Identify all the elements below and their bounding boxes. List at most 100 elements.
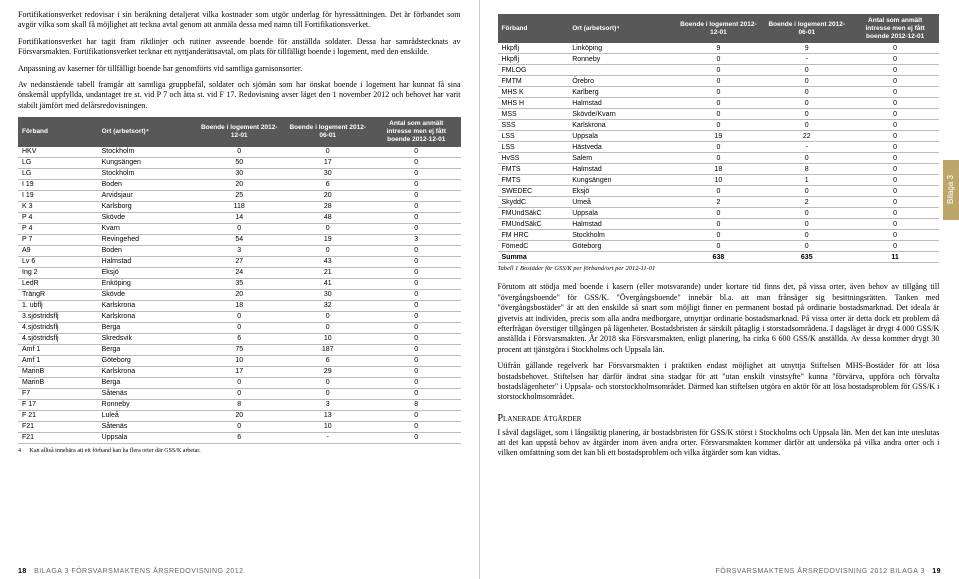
cell: FMTS bbox=[498, 164, 569, 175]
table-row: SkyddCUmeå220 bbox=[498, 197, 940, 208]
cell: Karlberg bbox=[568, 87, 674, 98]
cell: 2 bbox=[674, 197, 762, 208]
cell: 0 bbox=[674, 109, 762, 120]
cell: Skövde bbox=[98, 289, 195, 300]
cell: 6 bbox=[283, 355, 372, 366]
footnote-num: 4 bbox=[18, 448, 28, 454]
cell: Lv 6 bbox=[18, 256, 98, 267]
cell: 0 bbox=[674, 87, 762, 98]
th: Förband bbox=[498, 14, 569, 43]
cell: FMLOG bbox=[498, 65, 569, 76]
cell: 22 bbox=[763, 131, 851, 142]
cell: 30 bbox=[283, 168, 372, 179]
cell: 0 bbox=[372, 223, 461, 234]
cell: Karlskrona bbox=[98, 311, 195, 322]
footnote: 4 Kan alltså innebära att ett förband ka… bbox=[18, 448, 461, 454]
cell: 43 bbox=[283, 256, 372, 267]
cell: Stockholm bbox=[98, 168, 195, 179]
cell: FM HRC bbox=[498, 230, 569, 241]
cell: 0 bbox=[372, 333, 461, 344]
cell: 0 bbox=[851, 87, 939, 98]
table-row: LGStockholm30300 bbox=[18, 168, 461, 179]
cell: 29 bbox=[283, 366, 372, 377]
cell: F 17 bbox=[18, 399, 98, 410]
cell: 638 bbox=[674, 252, 762, 263]
left-footer: 18 BILAGA 3 FÖRSVARSMAKTENS ÅRSREDOVISNI… bbox=[18, 568, 244, 575]
cell: 0 bbox=[674, 76, 762, 87]
para: Fortifikationsverket redovisar i sin ber… bbox=[18, 10, 461, 31]
table-row: A9Boden300 bbox=[18, 245, 461, 256]
cell: Örebro bbox=[568, 76, 674, 87]
table-row: P 4Skövde14480 bbox=[18, 212, 461, 223]
left-table: Förband Ort (arbetsort)⁴ Boende i logeme… bbox=[18, 117, 461, 443]
cell: Luleå bbox=[98, 410, 195, 421]
table-row: FMLOG000 bbox=[498, 65, 940, 76]
table-row: SWEDECEksjö000 bbox=[498, 186, 940, 197]
cell: 32 bbox=[283, 300, 372, 311]
page-number: 19 bbox=[932, 568, 941, 575]
table-row: LSSHästveda0-0 bbox=[498, 142, 940, 153]
cell: 10 bbox=[195, 355, 284, 366]
cell: 28 bbox=[283, 201, 372, 212]
cell: 0 bbox=[674, 153, 762, 164]
th: Ort (arbetsort)⁴ bbox=[98, 117, 195, 146]
cell: 0 bbox=[372, 322, 461, 333]
para: Fortifikationsverket har tagit fram rikt… bbox=[18, 37, 461, 58]
cell: Salem bbox=[568, 153, 674, 164]
cell: 3 bbox=[283, 399, 372, 410]
table-row: I 19Arvidsjaur25200 bbox=[18, 190, 461, 201]
cell: Summa bbox=[498, 252, 569, 263]
cell: 0 bbox=[763, 120, 851, 131]
cell: Amf 1 bbox=[18, 344, 98, 355]
cell: 0 bbox=[372, 300, 461, 311]
cell: Hkpflj bbox=[498, 54, 569, 65]
cell: Karlsborg bbox=[98, 201, 195, 212]
cell: 18 bbox=[674, 164, 762, 175]
table-row: I 19Boden2060 bbox=[18, 179, 461, 190]
cell: 30 bbox=[195, 168, 284, 179]
cell: 0 bbox=[851, 131, 939, 142]
side-tab: Bilaga 3 bbox=[943, 160, 959, 220]
cell: K 3 bbox=[18, 201, 98, 212]
table-row: LedREnköping35410 bbox=[18, 278, 461, 289]
cell: 18 bbox=[195, 300, 284, 311]
cell: FMTM bbox=[498, 76, 569, 87]
cell: 0 bbox=[851, 175, 939, 186]
cell: P 7 bbox=[18, 234, 98, 245]
cell: LG bbox=[18, 157, 98, 168]
cell: 0 bbox=[674, 241, 762, 252]
cell: Stockholm bbox=[568, 230, 674, 241]
cell: 0 bbox=[195, 377, 284, 388]
table-row: MarinBKarlskrona17290 bbox=[18, 366, 461, 377]
table-row: MHS HHalmstad000 bbox=[498, 98, 940, 109]
cell: Halmstad bbox=[568, 219, 674, 230]
cell: 11 bbox=[851, 252, 939, 263]
cell: 13 bbox=[283, 410, 372, 421]
cell: 0 bbox=[372, 201, 461, 212]
cell: 0 bbox=[851, 109, 939, 120]
cell: 2 bbox=[763, 197, 851, 208]
table-row: HvSSSalem000 bbox=[498, 153, 940, 164]
cell: FMUndSäkC bbox=[498, 208, 569, 219]
table-row: LGKungsängen50170 bbox=[18, 157, 461, 168]
right-table: Förband Ort (arbetsort)⁴ Boende i logeme… bbox=[498, 14, 940, 263]
cell: F7 bbox=[18, 388, 98, 399]
cell: MHS K bbox=[498, 87, 569, 98]
cell: Amf 1 bbox=[18, 355, 98, 366]
cell: 20 bbox=[195, 289, 284, 300]
th: Antal som anmält intresse men ej fått bo… bbox=[851, 14, 939, 43]
cell: Enköping bbox=[98, 278, 195, 289]
cell: FömedC bbox=[498, 241, 569, 252]
table-row: 4.sjöstridsfljSkredsvik6100 bbox=[18, 333, 461, 344]
cell: Boden bbox=[98, 179, 195, 190]
cell: Karlskrona bbox=[98, 366, 195, 377]
cell: 0 bbox=[195, 147, 284, 158]
table-row: F21Uppsala6-0 bbox=[18, 432, 461, 443]
th: Förband bbox=[18, 117, 98, 146]
cell: Skövde/Kvarn bbox=[568, 109, 674, 120]
cell: 75 bbox=[195, 344, 284, 355]
cell: 0 bbox=[372, 190, 461, 201]
cell: Göteborg bbox=[98, 355, 195, 366]
table-row: F 21Luleå20130 bbox=[18, 410, 461, 421]
cell: 48 bbox=[283, 212, 372, 223]
